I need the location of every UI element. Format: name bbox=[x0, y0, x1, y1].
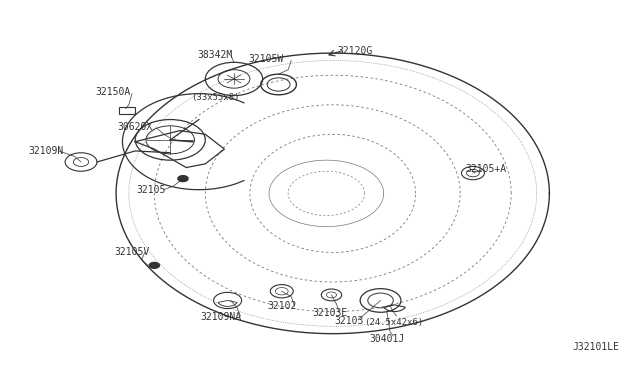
Text: 32109NA: 32109NA bbox=[201, 312, 242, 322]
Text: 32103: 32103 bbox=[334, 316, 364, 326]
Text: 32120G: 32120G bbox=[337, 46, 372, 56]
Text: 32102: 32102 bbox=[267, 301, 296, 311]
Text: 32105+A: 32105+A bbox=[465, 164, 506, 174]
Text: (24.5x42x6): (24.5x42x6) bbox=[364, 318, 423, 327]
Text: 30620X: 30620X bbox=[118, 122, 153, 132]
Text: J32101LE: J32101LE bbox=[573, 342, 620, 352]
Text: 32150A: 32150A bbox=[95, 87, 131, 97]
Text: 32109N: 32109N bbox=[28, 146, 63, 156]
Text: 32105: 32105 bbox=[136, 185, 166, 195]
Text: 30401J: 30401J bbox=[369, 334, 404, 344]
Text: 38342M: 38342M bbox=[197, 50, 232, 60]
Text: (33x55x8): (33x55x8) bbox=[191, 93, 239, 102]
Text: 32103E: 32103E bbox=[312, 308, 347, 318]
Text: 32105W: 32105W bbox=[248, 54, 284, 64]
Text: 32105V: 32105V bbox=[115, 247, 150, 257]
Circle shape bbox=[178, 176, 188, 182]
Circle shape bbox=[149, 262, 159, 268]
